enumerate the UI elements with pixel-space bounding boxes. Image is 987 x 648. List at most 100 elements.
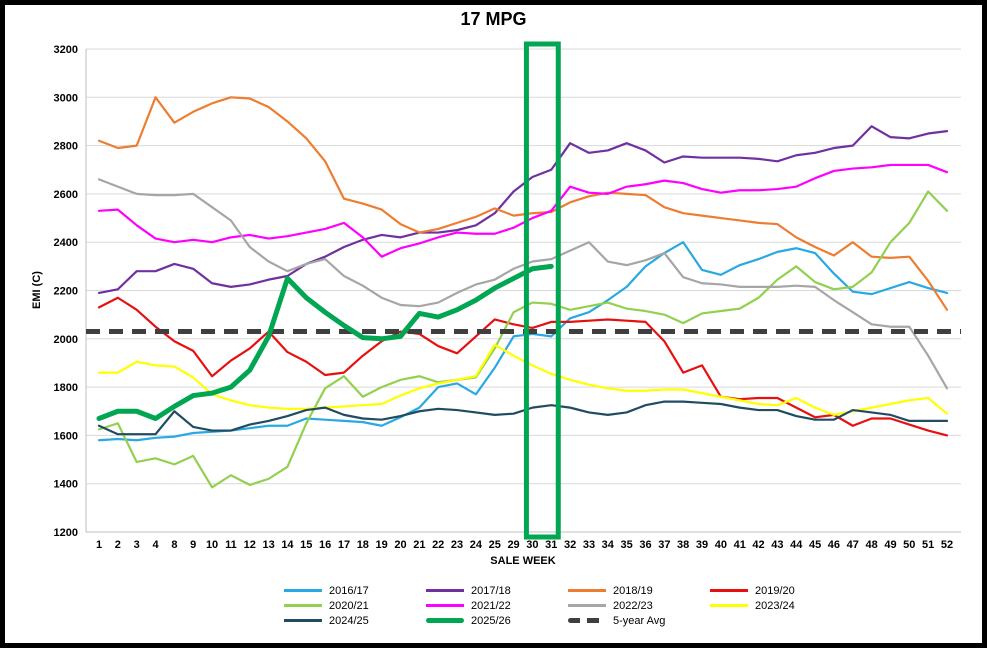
legend-item-2016-17: 2016/17	[284, 583, 426, 598]
y-tick-label: 2600	[54, 189, 78, 201]
legend-item-2018-19: 2018/19	[568, 583, 710, 598]
x-tick-label: 48	[865, 539, 877, 551]
legend-label: 2017/18	[471, 584, 511, 597]
x-tick-label: 19	[376, 539, 388, 551]
x-tick-label: 22	[432, 539, 444, 551]
x-tick-label: 51	[922, 539, 934, 551]
x-tick-label: 23	[451, 539, 463, 551]
legend-swatch	[284, 619, 322, 622]
x-tick-label: 3	[134, 539, 140, 551]
y-tick-label: 2400	[54, 237, 78, 249]
legend-label: 2023/24	[755, 599, 795, 612]
x-tick-label: 46	[828, 539, 840, 551]
x-tick-label: 45	[809, 539, 821, 551]
legend-swatch	[710, 589, 748, 592]
legend-swatch	[710, 604, 748, 607]
series-line-2022/23	[97, 178, 949, 390]
x-tick-label: 43	[771, 539, 783, 551]
series-line-2020/21	[97, 190, 949, 489]
x-tick-label: 20	[394, 539, 406, 551]
legend-item-2023-24: 2023/24	[710, 598, 852, 613]
x-tick-label: 44	[790, 539, 803, 551]
series-line-2023/24	[97, 343, 949, 416]
legend-item-2020-21: 2020/21	[284, 598, 426, 613]
annotation-layer	[523, 41, 561, 540]
x-tick-label: 12	[244, 539, 256, 551]
legend-label: 2025/26	[471, 614, 511, 627]
y-tick-label: 2800	[54, 141, 78, 153]
x-tick-label: 25	[489, 539, 501, 551]
legend-label: 2021/22	[471, 599, 511, 612]
x-tick-label: 24	[470, 539, 483, 551]
x-tick-label: 9	[190, 539, 196, 551]
x-tick-label: 33	[583, 539, 595, 551]
legend-swatch	[426, 618, 464, 623]
legend-swatch	[568, 589, 606, 592]
x-tick-label: 31	[545, 539, 557, 551]
x-tick-label: 11	[225, 539, 237, 551]
legend-swatch	[568, 618, 606, 623]
x-tick-label: 37	[658, 539, 670, 551]
x-tick-label: 1	[96, 539, 102, 551]
legend-label: 2022/23	[613, 599, 653, 612]
legend: 2016/17 2017/18 2018/19 2019/20 2020/21 2021/…	[284, 583, 852, 628]
x-tick-label: 42	[752, 539, 764, 551]
legend-item-5-year-Avg: 5-year Avg	[568, 613, 710, 628]
x-tick-label: 16	[319, 539, 331, 551]
x-tick-label: 52	[941, 539, 953, 551]
x-tick-label: 47	[847, 539, 859, 551]
series-layer	[86, 96, 961, 489]
y-tick-label: 1400	[54, 479, 78, 491]
y-tick-label: 2000	[54, 334, 78, 346]
x-tick-label: 41	[734, 539, 746, 551]
legend-swatch	[284, 604, 322, 607]
x-tick-label: 8	[171, 539, 177, 551]
x-tick-label: 30	[526, 539, 538, 551]
y-tick-label: 1800	[54, 382, 78, 394]
legend-swatch	[568, 604, 606, 607]
x-tick-label: 21	[413, 539, 425, 551]
x-tick-label: 15	[300, 539, 312, 551]
x-axis-title: SALE WEEK	[490, 555, 555, 567]
y-tick-label: 1200	[54, 527, 78, 539]
series-line-2024/25	[97, 400, 949, 436]
x-tick-label: 39	[696, 539, 708, 551]
x-tick-label: 17	[338, 539, 350, 551]
x-tick-label: 4	[152, 539, 159, 551]
series-line-2021/22	[97, 163, 949, 258]
y-axis-title: EMI (C)	[31, 271, 43, 309]
legend-label: 5-year Avg	[613, 614, 666, 627]
y-tick-label: 1600	[54, 430, 78, 442]
legend-label: 2019/20	[755, 584, 795, 597]
legend-swatch	[284, 589, 322, 592]
x-tick-label: 35	[621, 539, 633, 551]
x-tick-label: 36	[639, 539, 651, 551]
legend-label: 2018/19	[613, 584, 653, 597]
y-tick-label: 3200	[54, 44, 78, 56]
legend-label: 2016/17	[329, 584, 369, 597]
legend-item-2024-25: 2024/25	[284, 613, 426, 628]
y-tick-label: 3000	[54, 92, 78, 104]
legend-label: 2020/21	[329, 599, 369, 612]
grid-layer: 1200 1400 1600 1800 2000 2200 2400 2600 2800 3000…	[54, 44, 961, 551]
current-week-highlight-box	[523, 41, 561, 540]
y-tick-label: 2200	[54, 286, 78, 298]
x-tick-label: 50	[903, 539, 915, 551]
series-line-2025/26	[96, 263, 554, 421]
x-tick-label: 34	[602, 539, 615, 551]
series-line-2017/18	[97, 125, 949, 295]
series-line-2018/19	[97, 96, 949, 311]
legend-item-2017-18: 2017/18	[426, 583, 568, 598]
legend-item-2025-26: 2025/26	[426, 613, 568, 628]
x-tick-label: 2	[115, 539, 121, 551]
chart-title: 17 MPG	[460, 9, 527, 29]
legend-swatch	[426, 604, 464, 607]
legend-item-2019-20: 2019/20	[710, 583, 852, 598]
x-tick-label: 49	[884, 539, 896, 551]
x-tick-label: 14	[281, 539, 294, 551]
x-tick-label: 38	[677, 539, 689, 551]
legend-item-2022-23: 2022/23	[568, 598, 710, 613]
x-tick-label: 10	[206, 539, 218, 551]
